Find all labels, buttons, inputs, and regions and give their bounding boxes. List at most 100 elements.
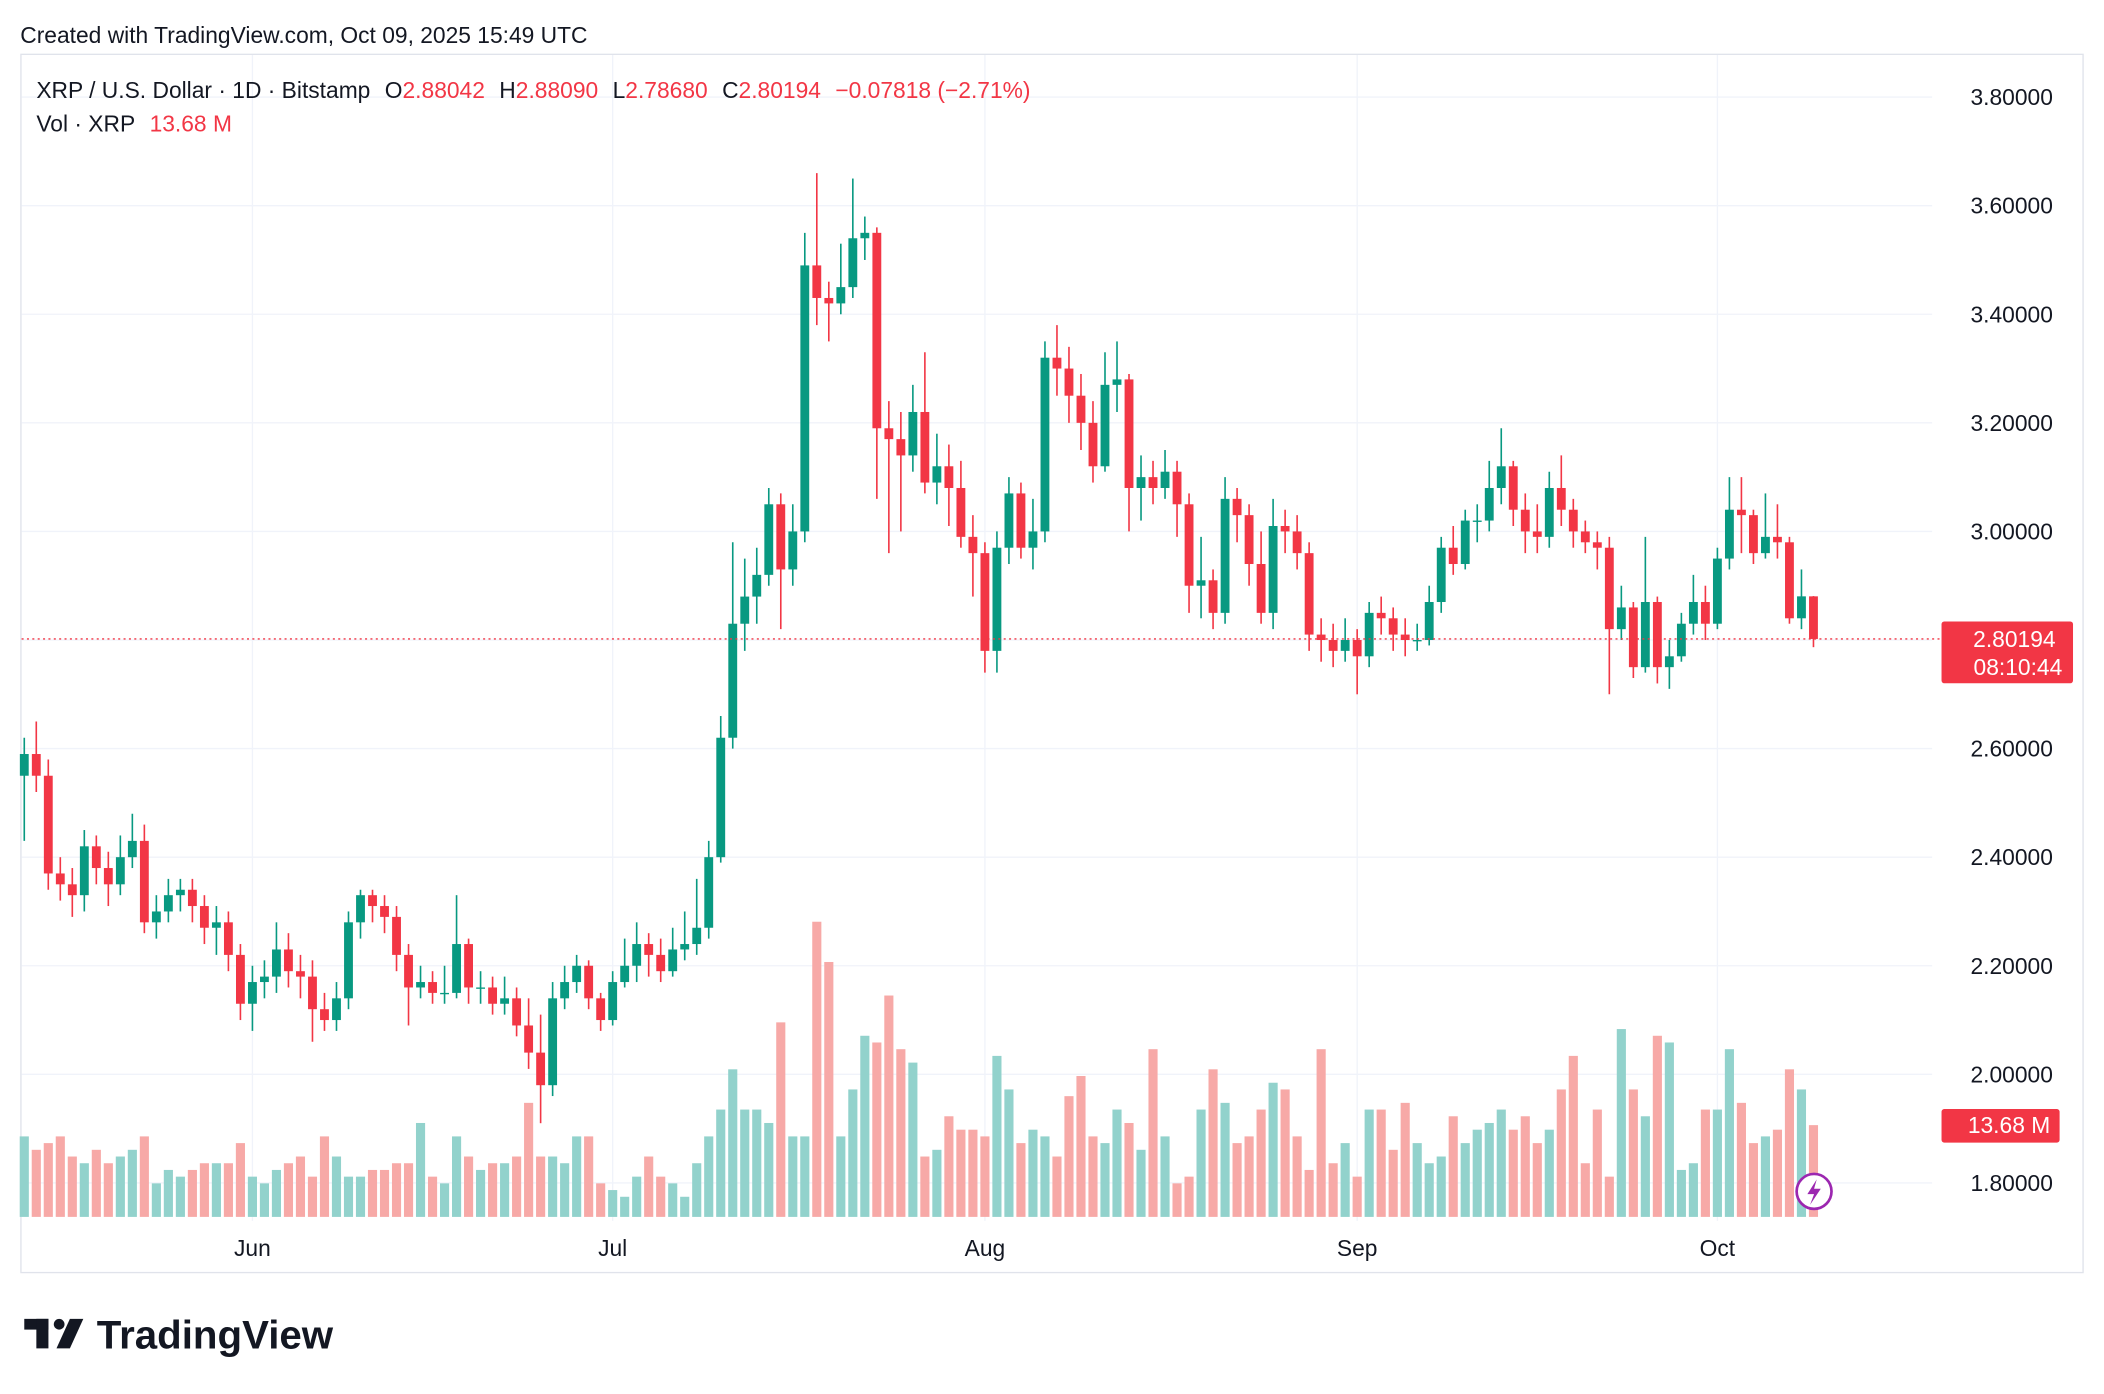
candle-body [1160,471,1170,488]
volume-bar [163,1169,173,1217]
candle-body [1196,580,1206,586]
candle-body [296,971,305,977]
volume-legend: Vol · XRP 13.68 M [36,110,232,136]
candle-body [1460,520,1470,565]
volume-bar [524,1102,534,1217]
high-value: 2.88090 [516,77,598,103]
volume-bar [1460,1143,1470,1217]
volume-bar [1568,1055,1578,1217]
y-tick-label: 3.60000 [1970,193,2052,219]
candle-body [776,504,786,570]
volume-bar [740,1109,750,1217]
volume-bar [896,1049,906,1217]
volume-bar [668,1183,678,1217]
countdown: 08:10:44 [1974,654,2063,680]
icon-bolt[interactable] [1807,1179,1821,1205]
volume-bar [343,1176,354,1217]
candle-body [1773,536,1782,543]
symbol-title: XRP / U.S. Dollar · 1D · Bitstamp [36,77,370,103]
candle-body [55,873,65,885]
open-value: 2.88042 [403,77,485,103]
volume-bar [307,1176,318,1217]
candle-body [1148,477,1158,488]
volume-bar [884,995,894,1217]
volume-bar [1544,1129,1554,1217]
volume-bar [1148,1049,1158,1217]
candle-body [1088,422,1098,467]
candle-body [1724,509,1734,559]
volume-bar [199,1163,209,1217]
volume-bar [1412,1143,1422,1217]
candle-body [1412,640,1422,642]
change-value: −0.07818 (−2.71%) [835,77,1030,103]
candle-body [416,982,425,988]
volume-bar [956,1129,966,1217]
y-tick-label: 1.80000 [1970,1170,2052,1196]
volume-name: Vol · XRP [36,110,135,136]
volume-bar [596,1183,606,1217]
volume-bar [1184,1176,1194,1217]
candle-body [1809,596,1818,639]
candle-body [464,944,474,988]
candle-body [163,895,173,912]
candle-body [67,884,77,896]
candle-body [1352,640,1362,657]
candle-body [79,846,89,896]
created-note: Created with TradingView.com, Oct 09, 20… [20,22,587,48]
candle-body [320,1009,329,1021]
candle-body [452,944,461,993]
y-tick-label: 3.00000 [1970,518,2052,544]
y-tick-label: 2.00000 [1970,1061,2052,1087]
logo-part [36,1318,49,1349]
price-tag [1941,621,2074,684]
candle-body [1700,602,1710,624]
y-tick-label: 2.40000 [1970,844,2052,870]
volume-bar [872,1042,882,1217]
candle-body [344,922,353,999]
volume-bar [1628,1089,1638,1217]
candle-body [332,998,341,1021]
candle-body [488,987,498,1004]
candle-body [1616,607,1626,630]
candle-body [1749,515,1758,554]
candle-body [1316,634,1326,641]
candle-body [1604,547,1614,630]
assistant-icon[interactable] [1795,1172,1833,1211]
chart-frame [20,53,2084,1274]
candle-body [43,775,53,874]
candle-body [1268,525,1278,613]
candle-body [944,466,954,488]
candle-body [668,949,678,972]
volume-bar [79,1163,89,1217]
close-value: 2.80194 [739,77,822,103]
candle-body [920,411,930,483]
price-tag-value: 2.80194 [1973,626,2056,652]
volume-bar [1364,1109,1374,1217]
volume-bar [920,1156,930,1217]
volume-bar [379,1169,390,1217]
volume-bar [1796,1089,1807,1217]
volume-bar [560,1163,570,1217]
y-tick-label: 2.20000 [1970,953,2052,979]
candle-body [91,846,101,869]
volume-bar [19,1136,29,1217]
candle-body [764,504,774,575]
candle-body [704,857,714,928]
candle-body [356,895,365,923]
volume-bar [223,1163,233,1217]
volume-bar [1292,1136,1302,1217]
candle-body [1340,640,1350,651]
candle-body [1076,395,1086,423]
volume-bar [656,1176,666,1217]
candle-body [1556,487,1566,510]
candle-body [1580,531,1590,543]
candle-body [1112,379,1122,385]
candle-body [500,998,510,1004]
volume-bar [452,1136,462,1217]
volume-bar [1316,1049,1326,1217]
candle-body [884,428,894,440]
volume-bar [91,1149,101,1217]
volume-bar [1376,1109,1386,1217]
candle-body [1304,553,1314,635]
